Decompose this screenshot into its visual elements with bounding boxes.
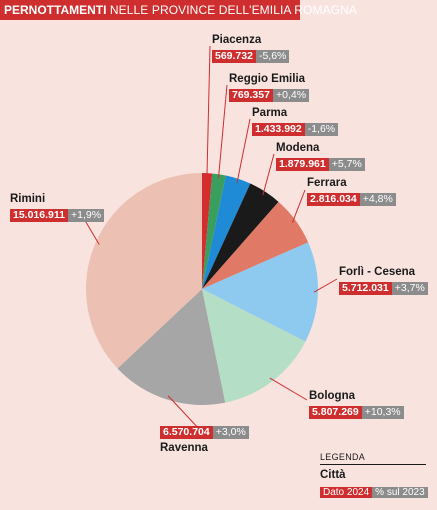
- city-name: Bologna: [309, 390, 355, 402]
- change-label: +1,9%: [67, 209, 105, 222]
- title-rest: NELLE PROVINCE DELL'EMILIA ROMAGNA: [106, 3, 357, 17]
- value-label: 1.879.961: [276, 158, 329, 171]
- legend-value-label: Dato 2024: [320, 487, 373, 498]
- pie-slice-piacenza: [202, 173, 213, 289]
- leader-line-modena: [262, 153, 275, 196]
- legend-city: Città: [320, 469, 346, 481]
- leader-line-parma: [236, 118, 251, 183]
- value-label: 6.570.704: [160, 426, 213, 439]
- change-label: +10,3%: [361, 406, 404, 419]
- pie-slice-parma: [202, 175, 251, 289]
- leader-line-ravenna: [167, 395, 201, 431]
- city-name: Forlì - Cesena: [339, 266, 416, 278]
- label-ravenna: 6.570.704 +3,0% Ravenna: [160, 424, 249, 455]
- city-name: Modena: [276, 142, 320, 154]
- city-name: Ferrara: [307, 177, 347, 189]
- value-label: 769.357: [229, 89, 273, 102]
- pie-slice-ferrara: [202, 201, 309, 289]
- pie-slice-rimini: [86, 173, 202, 369]
- label-forli-cesena: Forlì - Cesena 5.712.031 +3,7%: [339, 265, 428, 295]
- change-label: +3,7%: [391, 282, 428, 295]
- title-bold: PERNOTTAMENTI: [4, 3, 107, 17]
- legend: LEGENDA Città Dato 2024% sul 2023: [320, 452, 428, 500]
- pie-slice-modena: [202, 183, 279, 289]
- pie-slice-ravenna: [117, 289, 226, 405]
- city-name: Parma: [252, 107, 288, 119]
- change-label: +0,4%: [272, 89, 310, 102]
- chart-title: PERNOTTAMENTI NELLE PROVINCE DELL'EMILIA…: [0, 0, 357, 20]
- value-label: 2.816.034: [307, 193, 360, 206]
- leader-line-piacenza: [206, 45, 211, 178]
- leader-line-forl-cesena: [313, 278, 338, 293]
- label-ferrara: Ferrara 2.816.034 +4,8%: [307, 176, 396, 206]
- label-parma: Parma 1.433.992 -1,6%: [252, 106, 339, 136]
- city-name: Piacenza: [212, 34, 262, 46]
- change-label: +5,7%: [328, 158, 365, 171]
- legend-title: LEGENDA: [320, 452, 426, 465]
- label-modena: Modena 1.879.961 +5,7%: [276, 141, 365, 171]
- label-bologna: Bologna 5.807.269 +10,3%: [309, 389, 404, 419]
- pie-slice-forl-cesena: [202, 242, 318, 342]
- leader-line-reggio-emilia: [217, 84, 228, 179]
- change-label: +4,8%: [359, 193, 396, 206]
- leader-line-ferrara: [291, 189, 306, 223]
- value-label: 569.732: [212, 50, 256, 63]
- pie-slice-bologna: [202, 289, 306, 403]
- legend-pct-label: % sul 2023: [372, 487, 428, 498]
- city-name: Reggio Emilia: [229, 73, 306, 85]
- city-name: Rimini: [10, 193, 46, 205]
- value-label: 5.807.269: [309, 406, 362, 419]
- value-label: 1.433.992: [252, 123, 305, 136]
- value-label: 15.016.911: [10, 209, 68, 222]
- value-label: 5.712.031: [339, 282, 392, 295]
- city-name: Ravenna: [160, 442, 208, 454]
- leader-line-bologna: [269, 377, 308, 401]
- pie-slice-reggio-emilia: [202, 173, 226, 289]
- label-reggio-emilia: Reggio Emilia 769.357 +0,4%: [229, 72, 310, 102]
- change-label: -1,6%: [304, 123, 339, 136]
- change-label: -5,6%: [255, 50, 290, 63]
- label-rimini: Rimini 15.016.911 +1,9%: [10, 192, 105, 222]
- change-label: +3,0%: [212, 426, 249, 439]
- label-piacenza: Piacenza 569.732 -5,6%: [212, 33, 290, 63]
